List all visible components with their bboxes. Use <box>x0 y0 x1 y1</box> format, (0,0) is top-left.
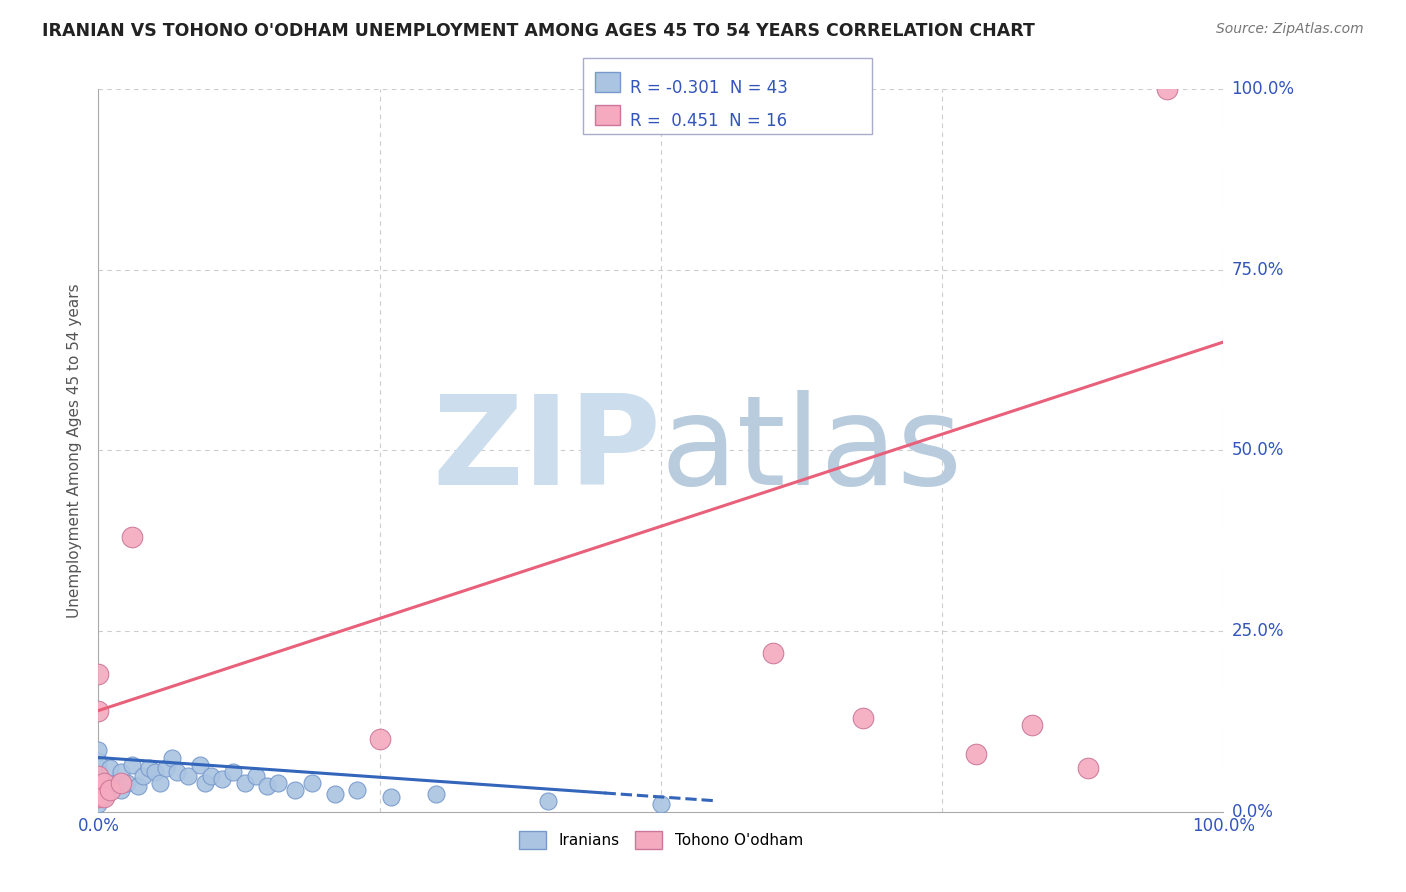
Point <box>166 764 188 779</box>
Point <box>87 776 110 790</box>
Point <box>87 769 110 783</box>
Point <box>87 704 110 718</box>
Text: 0.0%: 0.0% <box>1232 803 1274 821</box>
Point <box>93 776 115 790</box>
Point <box>98 783 121 797</box>
Point <box>200 769 222 783</box>
Point <box>1077 761 1099 775</box>
Text: IRANIAN VS TOHONO O'ODHAM UNEMPLOYMENT AMONG AGES 45 TO 54 YEARS CORRELATION CHA: IRANIAN VS TOHONO O'ODHAM UNEMPLOYMENT A… <box>42 22 1035 40</box>
Point <box>138 761 160 775</box>
Point <box>380 790 402 805</box>
Point <box>110 783 132 797</box>
Point <box>222 764 245 779</box>
Point <box>87 797 110 812</box>
Point <box>87 790 110 805</box>
Point <box>323 787 346 801</box>
Point <box>87 783 110 797</box>
Text: R = -0.301  N = 43: R = -0.301 N = 43 <box>630 79 787 97</box>
Point <box>762 646 785 660</box>
Point <box>965 747 987 761</box>
Point <box>284 783 307 797</box>
Point <box>211 772 233 787</box>
Point <box>104 776 127 790</box>
Point <box>110 764 132 779</box>
Point <box>87 667 110 681</box>
Point <box>121 530 143 544</box>
Text: R =  0.451  N = 16: R = 0.451 N = 16 <box>630 112 787 129</box>
Point <box>121 757 143 772</box>
Point <box>87 743 110 757</box>
Point <box>425 787 447 801</box>
Point <box>368 732 391 747</box>
Point <box>177 769 200 783</box>
Point <box>256 780 278 794</box>
Point <box>98 761 121 775</box>
Text: 25.0%: 25.0% <box>1232 622 1284 640</box>
Point <box>267 776 290 790</box>
Point <box>194 776 217 790</box>
Text: 75.0%: 75.0% <box>1232 260 1284 279</box>
Point <box>93 790 115 805</box>
Text: atlas: atlas <box>661 390 963 511</box>
Point <box>115 776 138 790</box>
Point <box>132 769 155 783</box>
Point <box>245 769 267 783</box>
Point <box>149 776 172 790</box>
Point <box>87 761 110 775</box>
Point <box>93 790 115 805</box>
Point <box>143 764 166 779</box>
Text: 50.0%: 50.0% <box>1232 442 1284 459</box>
Y-axis label: Unemployment Among Ages 45 to 54 years: Unemployment Among Ages 45 to 54 years <box>67 283 83 618</box>
Point <box>1021 718 1043 732</box>
Point <box>87 790 110 805</box>
Point <box>155 761 177 775</box>
Point <box>188 757 211 772</box>
Point <box>127 780 149 794</box>
Point <box>852 711 875 725</box>
Text: 100.0%: 100.0% <box>1232 80 1295 98</box>
Point <box>160 750 183 764</box>
Point <box>301 776 323 790</box>
Text: Source: ZipAtlas.com: Source: ZipAtlas.com <box>1216 22 1364 37</box>
Point <box>650 797 672 812</box>
Point <box>87 769 110 783</box>
Legend: Iranians, Tohono O'odham: Iranians, Tohono O'odham <box>513 825 808 855</box>
Point <box>233 776 256 790</box>
Point <box>1156 82 1178 96</box>
Text: ZIP: ZIP <box>432 390 661 511</box>
Point <box>93 776 115 790</box>
Point <box>98 783 121 797</box>
Point <box>87 754 110 768</box>
Point <box>110 776 132 790</box>
Point <box>537 794 560 808</box>
Point <box>346 783 368 797</box>
